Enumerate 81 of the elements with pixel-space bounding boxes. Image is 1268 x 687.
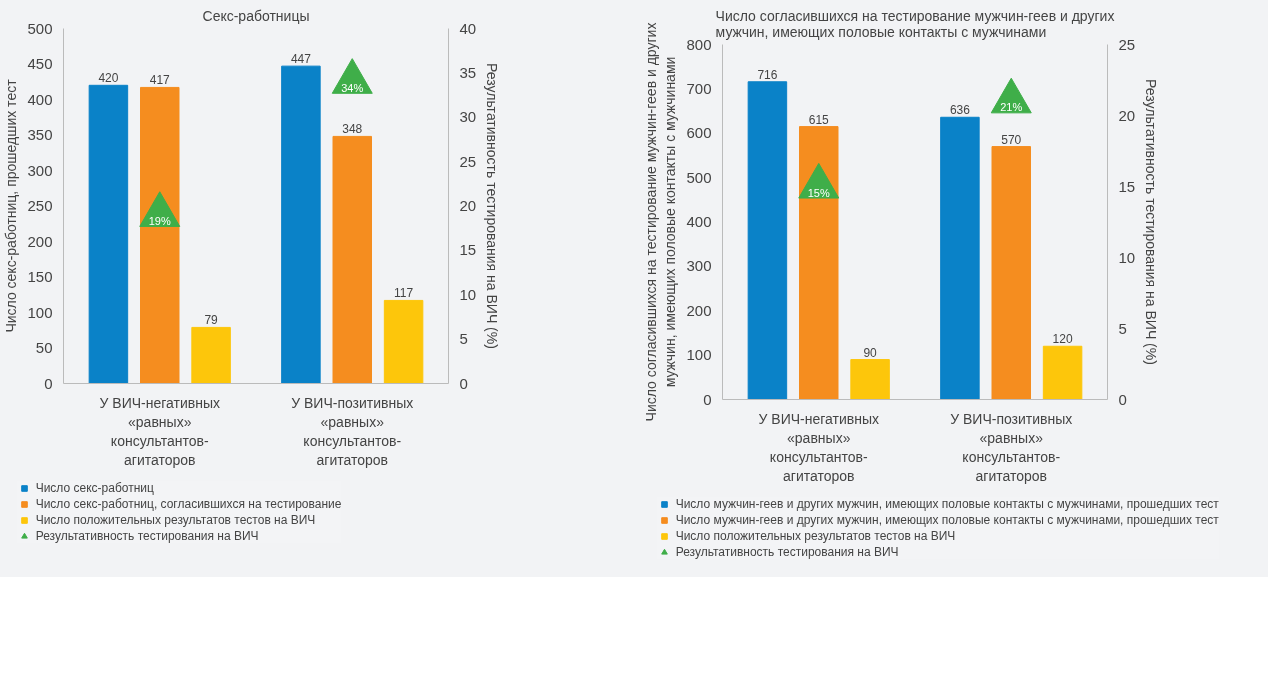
bar — [799, 126, 839, 400]
data-label: 417 — [149, 73, 171, 88]
y2-tick-label: 30 — [459, 108, 477, 126]
data-label: 15% — [807, 186, 830, 199]
y2-tick-label: 15 — [1118, 177, 1136, 195]
data-label: 34% — [341, 81, 364, 94]
y2-tick-label: 35 — [459, 63, 477, 81]
data-label: 120 — [1052, 332, 1073, 347]
y-tick-label: 400 — [27, 90, 53, 108]
x-tick-label: У ВИЧ-позитивных «равных» консультантов-агитаторов — [291, 394, 414, 469]
y2-tick-label: 5 — [1118, 319, 1127, 337]
y2-tick-label: 5 — [459, 330, 468, 348]
y-tick-label: 100 — [686, 346, 712, 364]
chart-title: Число согласившихся на тестирование мужчин-геев и других мужчин, имеющих половые контакты с мужчинами — [715, 7, 1115, 40]
y2-tick-label: 0 — [1118, 390, 1127, 408]
x-tick-label: У ВИЧ-позитивных «равных» консультантов-агитаторов — [950, 410, 1073, 485]
data-label: 79 — [204, 313, 219, 328]
data-label: 21% — [1000, 101, 1023, 114]
legend-label: Число положительных результатов тестов на ВИЧ — [675, 529, 956, 543]
y-tick-label: 500 — [27, 19, 53, 37]
bar — [191, 326, 231, 384]
legend-label: Число мужчин-геев и других мужчин, имеющих половые контакты с мужчинами, прошедших тест — [675, 513, 1219, 527]
y-tick-label: 0 — [44, 374, 53, 392]
bar — [383, 299, 424, 384]
legend-label: Число секс-работниц, согласившихся на тестирование — [35, 497, 342, 511]
legend-label: Число мужчин-геев и других мужчин, имеющих половые контакты с мужчинами, прошедших тест — [675, 497, 1219, 511]
legend-label: Число секс-работниц — [35, 481, 154, 495]
y2-axis-title: Результативность тестирования на ВИЧ (%) — [1143, 79, 1160, 365]
y-axis-title: Число секс-работниц, прошедших тест — [3, 78, 20, 333]
legend-label: Результативность тестирования на ВИЧ — [35, 529, 259, 543]
y-tick-label: 300 — [686, 257, 712, 275]
data-label: 117 — [394, 286, 414, 301]
bar — [747, 81, 788, 400]
data-label: 420 — [98, 71, 119, 86]
legend-label: Число положительных результатов тестов на ВИЧ — [35, 513, 316, 527]
y2-axis-title: Результативность тестирования на ВИЧ (%) — [484, 63, 501, 349]
data-label: 570 — [1001, 132, 1022, 147]
y-tick-label: 450 — [27, 55, 53, 72]
y-axis-title: Число согласившихся на тестирование мужчин-геев и других мужчин, имеющих половые контакты с мужчинами — [643, 22, 679, 422]
y2-tick-label: 25 — [1118, 35, 1136, 53]
data-label: 716 — [757, 67, 778, 82]
y2-tick-label: 25 — [459, 152, 477, 170]
y-tick-label: 800 — [686, 35, 712, 53]
data-label: 90 — [863, 345, 878, 360]
y-tick-label: 300 — [27, 161, 53, 179]
y-tick-label: 400 — [686, 213, 712, 230]
y-tick-label: 200 — [686, 301, 712, 319]
bar — [332, 135, 372, 384]
data-label: 636 — [949, 103, 971, 118]
bar — [940, 116, 980, 400]
x-tick-label: У ВИЧ-негативных «равных» консультантов-агитаторов — [758, 410, 879, 485]
data-label: 447 — [290, 52, 312, 67]
legend-label: Результативность тестирования на ВИЧ — [675, 545, 899, 559]
bar — [850, 359, 890, 400]
y-tick-label: 250 — [27, 197, 53, 214]
y-tick-label: 200 — [27, 232, 53, 250]
chart-title: Секс-работницы — [202, 7, 310, 24]
bar — [88, 84, 129, 384]
y-tick-label: 350 — [27, 126, 53, 143]
y2-tick-label: 40 — [459, 19, 477, 37]
bar — [1042, 345, 1083, 400]
bar — [991, 146, 1031, 400]
y-tick-label: 150 — [27, 268, 53, 285]
data-label: 19% — [148, 214, 171, 227]
y2-tick-label: 15 — [459, 241, 477, 259]
y-tick-label: 100 — [27, 303, 53, 321]
bar — [281, 65, 321, 384]
y-tick-label: 600 — [686, 124, 712, 142]
y-tick-label: 50 — [35, 339, 53, 356]
y-tick-label: 500 — [686, 168, 712, 186]
bar — [140, 86, 180, 384]
y-tick-label: 700 — [686, 79, 712, 97]
y2-tick-label: 10 — [1118, 248, 1136, 266]
data-label: 615 — [808, 112, 830, 127]
x-tick-label: У ВИЧ-негативных «равных» консультантов-агитаторов — [99, 394, 220, 469]
y2-tick-label: 20 — [1118, 106, 1136, 124]
y2-tick-label: 20 — [459, 197, 477, 214]
y2-tick-label: 0 — [459, 374, 468, 392]
data-label: 348 — [342, 122, 363, 137]
y2-tick-label: 10 — [459, 285, 477, 303]
y-tick-label: 0 — [703, 390, 712, 408]
